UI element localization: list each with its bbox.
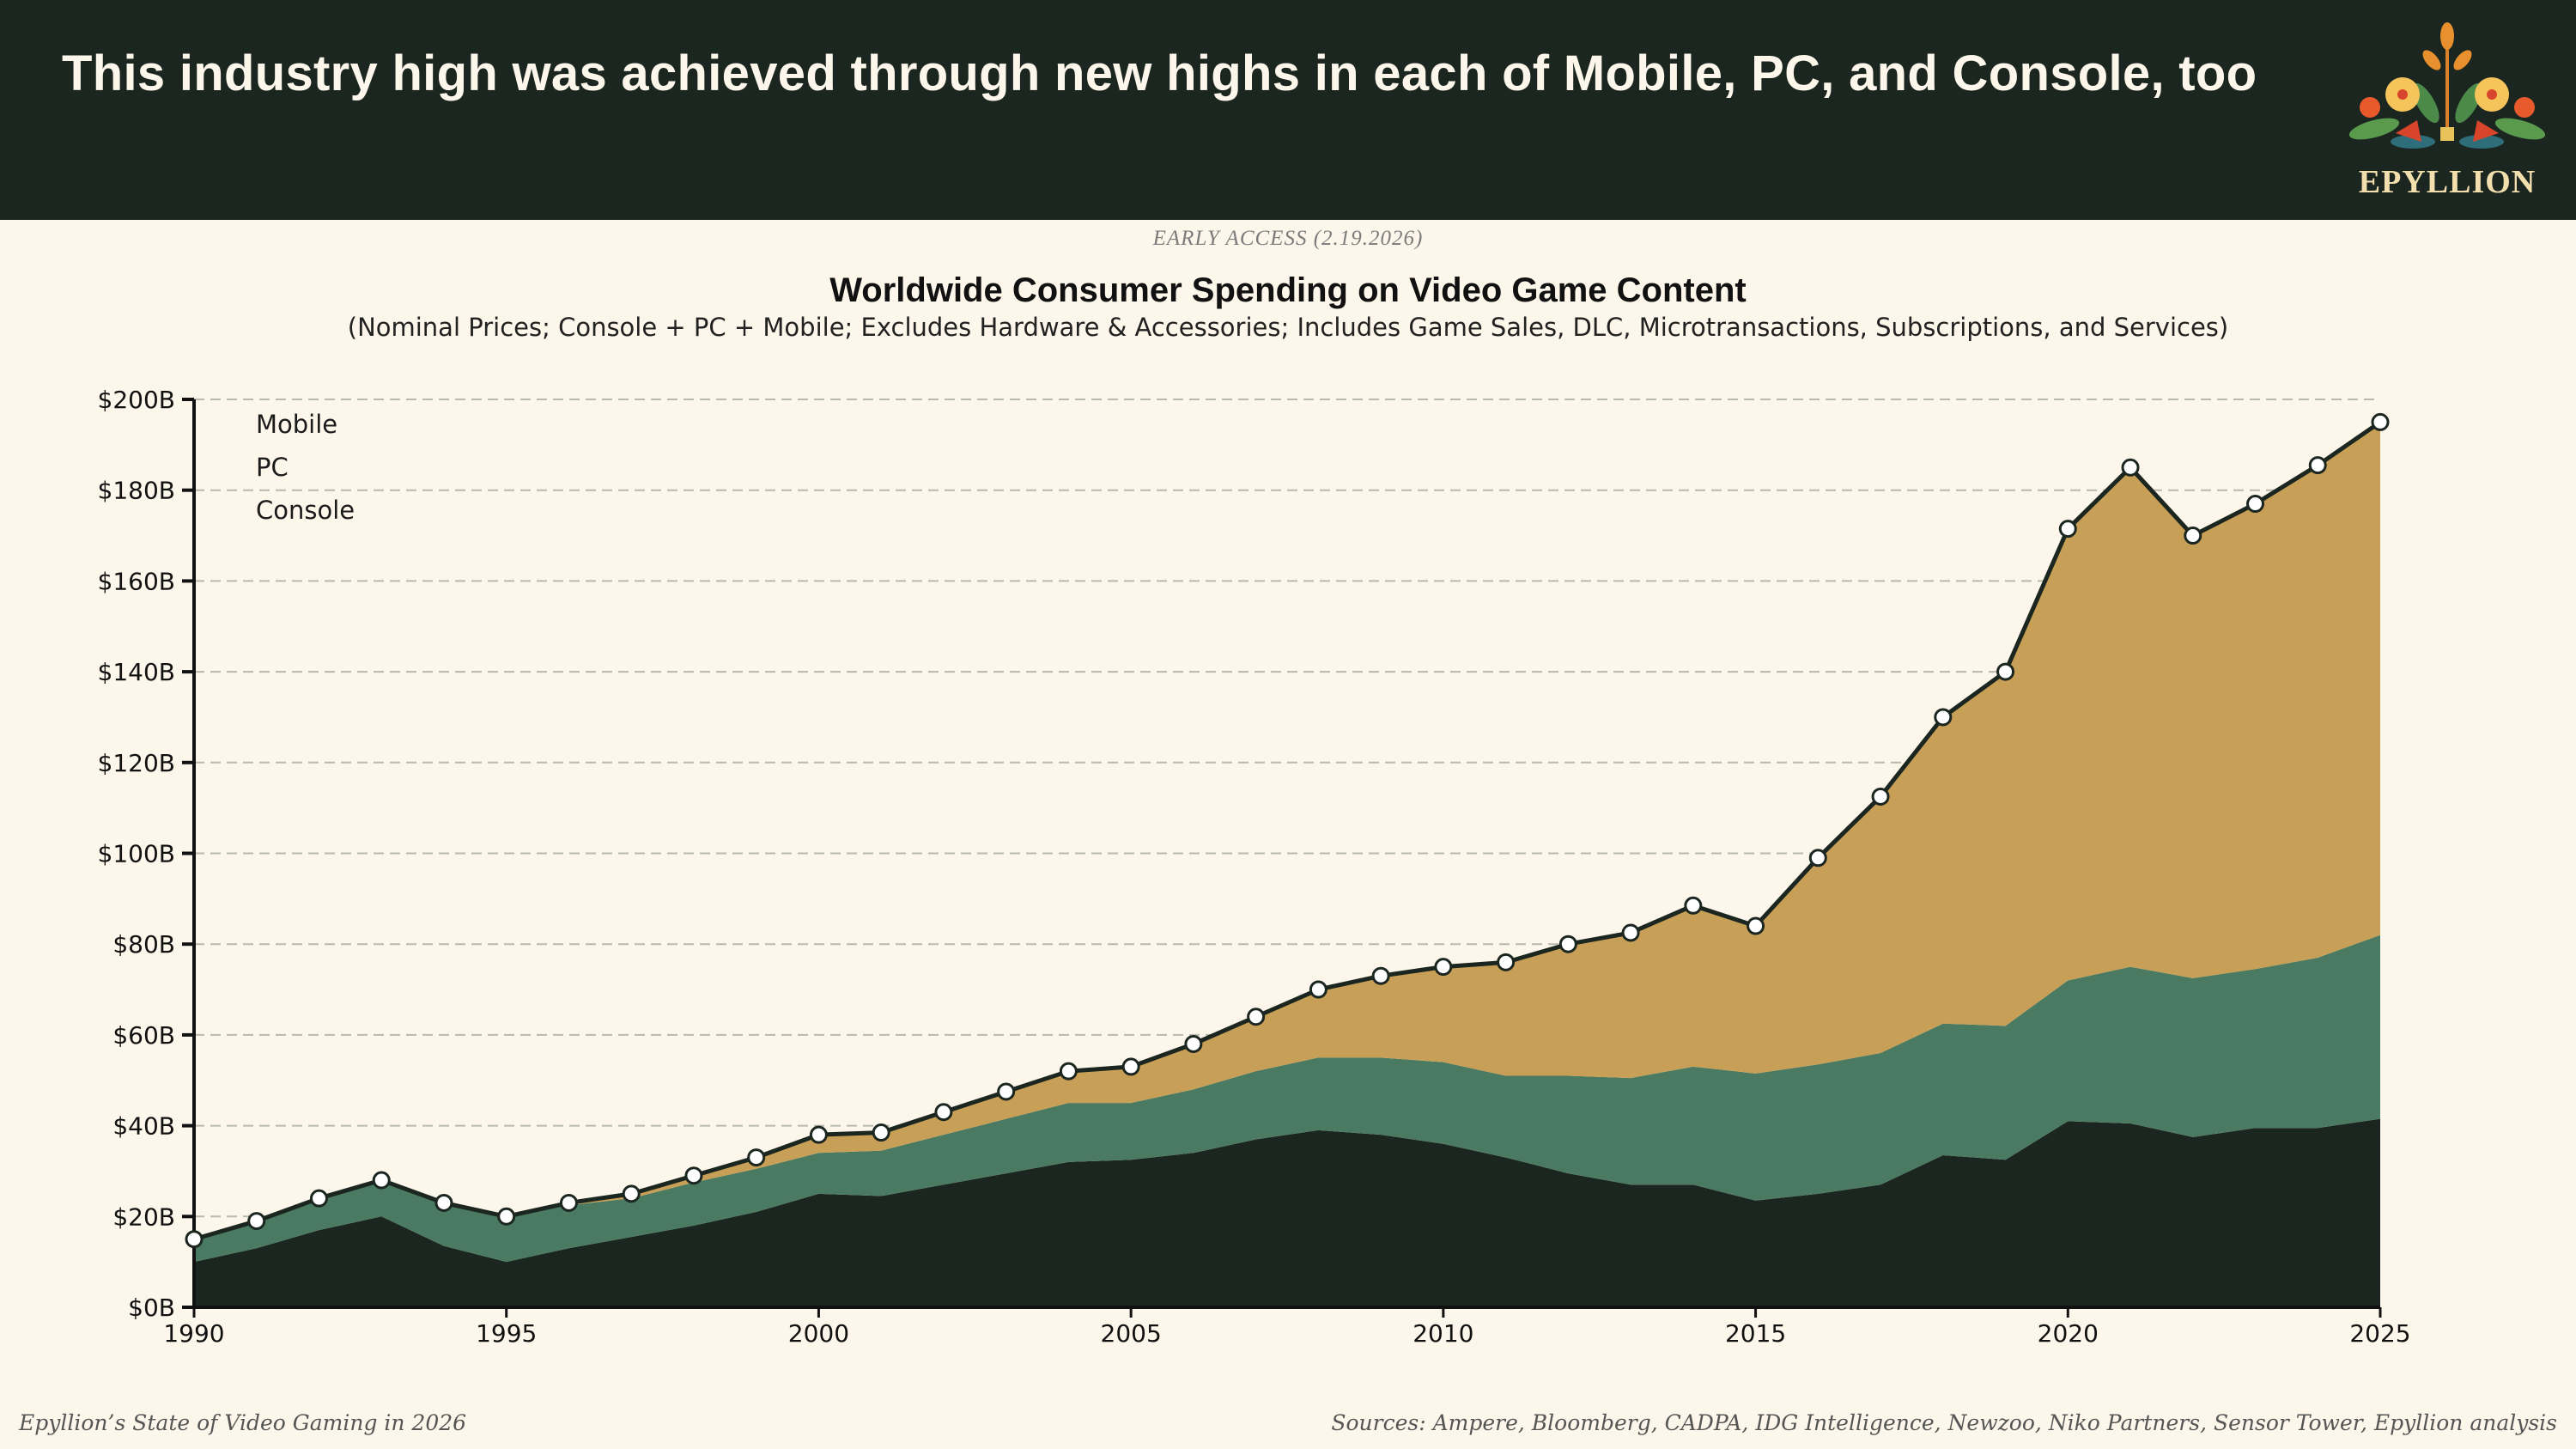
x-tick-label: 1995: [476, 1319, 537, 1348]
total-point: [1684, 896, 1703, 915]
x-tick-label: 2025: [2349, 1319, 2410, 1348]
area-pc: [194, 935, 2380, 1263]
total-point: [1247, 1008, 1266, 1026]
chart-title: Worldwide Consumer Spending on Video Gam…: [829, 271, 1747, 309]
area-mobile: [194, 422, 2380, 1239]
total-point: [1747, 916, 1765, 935]
x-tick-label: 2010: [1413, 1319, 1473, 1348]
y-tick-label: $80B: [112, 930, 175, 959]
area-console: [194, 1118, 2380, 1307]
footer-sources: Sources: Ampere, Bloomberg, CADPA, IDG I…: [1331, 1410, 2557, 1435]
total-point: [2371, 412, 2390, 431]
total-point: [247, 1212, 266, 1231]
epyllion-logo: EPYLLION: [2336, 17, 2559, 215]
total-point: [434, 1193, 453, 1212]
y-tick-label: $120B: [98, 749, 175, 777]
total-point: [2184, 527, 2202, 545]
total-point: [1371, 966, 1390, 985]
early-access-badge: EARLY ACCESS (2.19.2026): [1152, 227, 1424, 250]
y-tick-label: $0B: [128, 1294, 175, 1322]
total-point: [1871, 787, 1890, 806]
total-point: [1309, 980, 1327, 999]
chart-subtitle: (Nominal Prices; Console + PC + Mobile; …: [347, 313, 2229, 342]
total-point: [2121, 458, 2140, 477]
total-point: [1934, 708, 1953, 727]
total-point: [997, 1082, 1016, 1101]
y-tick-label: $180B: [98, 477, 175, 505]
legend-pc: PC: [256, 453, 289, 482]
x-tick-label: 2000: [788, 1319, 849, 1348]
total-point: [2308, 456, 2327, 475]
total-point: [1996, 662, 2015, 681]
total-point: [1434, 958, 1453, 977]
header-banner: This industry high was achieved through …: [0, 0, 2576, 220]
y-tick-label: $100B: [98, 840, 175, 868]
x-tick-label: 1990: [163, 1319, 224, 1348]
total-point: [497, 1207, 516, 1226]
headline: This industry high was achieved through …: [62, 46, 2257, 101]
legend-mobile: Mobile: [256, 410, 338, 439]
total-point: [309, 1189, 328, 1208]
total-point: [872, 1123, 890, 1142]
total-point: [372, 1171, 391, 1190]
y-tick-label: $60B: [112, 1021, 175, 1050]
total-point: [1808, 849, 1827, 868]
y-tick-label: $20B: [112, 1202, 175, 1231]
y-tick-label: $40B: [112, 1112, 175, 1141]
floral-logo-icon: [2348, 22, 2546, 149]
y-tick-label: $160B: [98, 567, 175, 595]
total-point: [934, 1103, 953, 1122]
logo-wordmark: EPYLLION: [2358, 164, 2537, 200]
total-point: [809, 1125, 828, 1144]
y-tick-label: $140B: [98, 658, 175, 686]
total-point: [559, 1193, 578, 1212]
total-point: [1497, 953, 1516, 971]
legend-console: Console: [256, 496, 355, 525]
total-point: [622, 1184, 641, 1203]
total-point: [684, 1166, 703, 1185]
total-point: [1121, 1057, 1140, 1076]
total-point: [2246, 495, 2265, 514]
total-point: [1059, 1062, 1078, 1081]
total-point: [1621, 923, 1640, 942]
x-tick-label: 2020: [2038, 1319, 2099, 1348]
total-point: [185, 1230, 204, 1249]
total-point: [747, 1148, 766, 1167]
total-point: [1184, 1034, 1203, 1053]
x-tick-label: 2015: [1725, 1319, 1786, 1348]
total-point: [2058, 520, 2077, 539]
y-tick-label: $200B: [98, 386, 175, 414]
total-point: [1558, 935, 1577, 953]
footer-report-name: Epyllion’s State of Video Gaming in 2026: [19, 1410, 467, 1435]
total-line: [193, 420, 2382, 1242]
x-tick-label: 2005: [1101, 1319, 1162, 1348]
